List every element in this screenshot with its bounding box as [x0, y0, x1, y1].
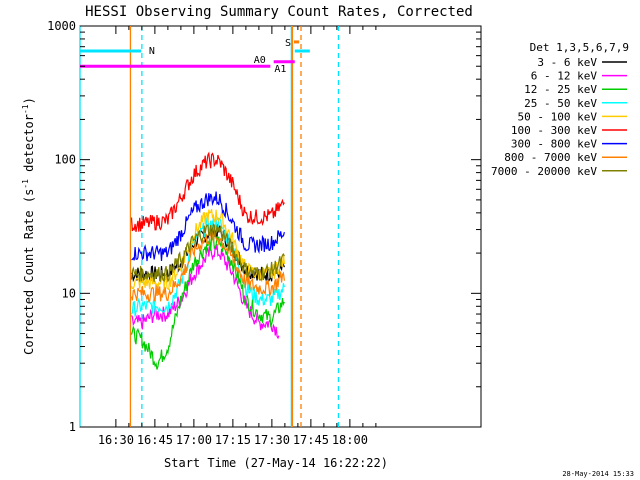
legend-label: 25 - 50 keV — [524, 97, 597, 110]
legend-label: 300 - 800 keV — [511, 138, 597, 151]
x-tick-label: 16:45 — [137, 433, 173, 447]
legend-title: Det 1,3,5,6,7,9 — [530, 41, 629, 54]
y-tick-label: 100 — [54, 153, 76, 167]
y-tick-label: 1000 — [47, 19, 76, 33]
plot-area: N A0 A1 S — [79, 26, 340, 427]
series-line — [131, 244, 280, 340]
flag-label: S — [285, 38, 291, 49]
series-line — [130, 209, 285, 291]
x-tick-label: 17:45 — [293, 433, 329, 447]
legend-label: 12 - 25 keV — [524, 83, 597, 96]
series-line — [130, 151, 285, 233]
flag-label: A1 — [274, 64, 286, 75]
legend-label: 50 - 100 keV — [518, 110, 598, 123]
series-line — [130, 230, 285, 303]
y-axis-label: Corrected Count Rate (s-1 detector-1) — [21, 97, 36, 355]
series-line — [130, 223, 285, 283]
legend-label: 800 - 7000 keV — [504, 151, 597, 164]
y-tick-label: 10 — [62, 286, 76, 300]
x-tick-label: 18:00 — [332, 433, 368, 447]
flag-label: A0 — [254, 55, 266, 66]
series-line — [130, 236, 285, 370]
legend-label: 100 - 300 keV — [511, 124, 597, 137]
x-tick-label: 17:15 — [215, 433, 251, 447]
x-tick-label: 17:30 — [254, 433, 290, 447]
flag-label: N — [149, 46, 155, 57]
legend-label: 6 - 12 keV — [531, 70, 598, 83]
chart-title: HESSI Observing Summary Count Rates, Cor… — [85, 4, 473, 20]
legend-label: 3 - 6 keV — [537, 56, 597, 69]
x-tick-label: 17:00 — [176, 433, 212, 447]
x-axis-label: Start Time (27-May-14 16:22:22) — [164, 456, 388, 470]
axes: 16:30 16:45 17:00 17:15 17:30 17:45 18:00 1 10 10… — [47, 19, 481, 447]
legend-label: 7000 - 20000 keV — [491, 165, 597, 178]
series-line — [131, 191, 285, 262]
timestamp: 28-May-2014 15:33 — [562, 470, 634, 478]
x-tick-label: 16:30 — [98, 433, 134, 447]
y-tick-label: 1 — [69, 420, 76, 434]
